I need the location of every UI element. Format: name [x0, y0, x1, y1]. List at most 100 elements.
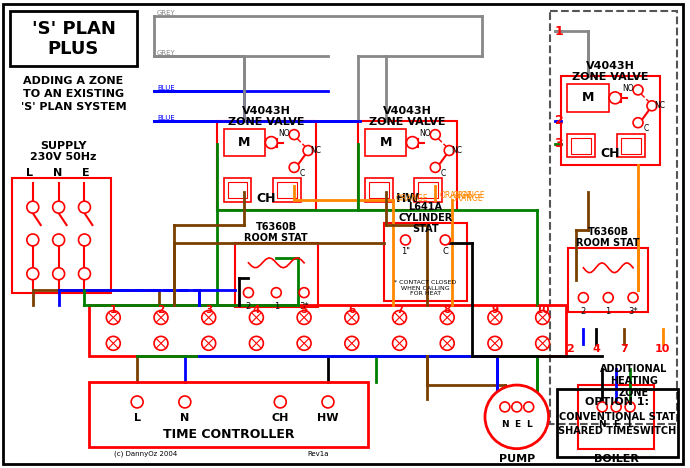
- Text: 1: 1: [274, 302, 279, 311]
- Text: SHARED TIMESWITCH: SHARED TIMESWITCH: [558, 426, 676, 436]
- Text: ROOM STAT: ROOM STAT: [576, 238, 640, 248]
- Bar: [273, 178, 301, 202]
- Text: 10: 10: [535, 305, 550, 314]
- Text: 3: 3: [555, 137, 563, 150]
- Text: V4043H: V4043H: [383, 106, 432, 116]
- Text: ORANGE: ORANGE: [450, 194, 483, 203]
- Text: 8: 8: [444, 305, 451, 314]
- Text: T6360B: T6360B: [588, 227, 629, 237]
- Bar: [567, 84, 609, 112]
- Circle shape: [131, 396, 143, 408]
- Text: ADDING A ZONE: ADDING A ZONE: [23, 76, 124, 86]
- Text: 5: 5: [300, 305, 308, 314]
- Circle shape: [201, 336, 216, 350]
- Circle shape: [535, 311, 549, 324]
- Circle shape: [289, 162, 299, 172]
- Bar: [224, 178, 251, 202]
- Text: PLUS: PLUS: [48, 40, 99, 58]
- Text: ADDITIONAL: ADDITIONAL: [600, 364, 668, 374]
- Text: * CONTACT CLOSED
WHEN CALLING
FOR HEAT: * CONTACT CLOSED WHEN CALLING FOR HEAT: [394, 280, 457, 296]
- Text: L: L: [134, 413, 141, 423]
- Text: 2: 2: [566, 344, 574, 354]
- Circle shape: [322, 396, 334, 408]
- Circle shape: [578, 292, 589, 303]
- Text: 3*: 3*: [299, 302, 309, 311]
- Text: 2: 2: [581, 307, 586, 316]
- Circle shape: [488, 336, 502, 350]
- Circle shape: [250, 311, 264, 324]
- Circle shape: [266, 137, 277, 148]
- Circle shape: [611, 402, 621, 412]
- Text: 9: 9: [491, 305, 498, 314]
- Circle shape: [625, 402, 635, 412]
- Text: 2: 2: [157, 305, 165, 314]
- Circle shape: [275, 396, 286, 408]
- Bar: [368, 183, 388, 198]
- Circle shape: [271, 288, 282, 298]
- Circle shape: [27, 201, 39, 213]
- Circle shape: [27, 268, 39, 280]
- Circle shape: [52, 234, 65, 246]
- Bar: [358, 121, 457, 210]
- Text: 2: 2: [246, 302, 251, 311]
- Circle shape: [52, 268, 65, 280]
- Circle shape: [179, 396, 191, 408]
- Circle shape: [431, 130, 440, 139]
- Circle shape: [106, 336, 120, 350]
- Bar: [617, 134, 645, 157]
- Text: ZONE VALVE: ZONE VALVE: [228, 117, 304, 127]
- Text: C: C: [441, 169, 446, 178]
- Circle shape: [500, 402, 510, 412]
- Text: SUPPLY: SUPPLY: [40, 140, 87, 151]
- Circle shape: [154, 336, 168, 350]
- Text: E: E: [613, 420, 619, 429]
- Circle shape: [27, 234, 39, 246]
- Text: NO: NO: [279, 129, 290, 138]
- Circle shape: [345, 336, 359, 350]
- Text: L: L: [526, 420, 531, 429]
- Circle shape: [154, 311, 168, 324]
- Text: CH: CH: [257, 192, 276, 205]
- Text: NC: NC: [452, 146, 463, 155]
- Circle shape: [406, 137, 418, 148]
- Circle shape: [485, 385, 549, 449]
- Circle shape: [106, 311, 120, 324]
- Text: ORANGE: ORANGE: [440, 191, 472, 200]
- Text: HEATING: HEATING: [610, 376, 658, 386]
- Circle shape: [440, 311, 454, 324]
- Text: N: N: [598, 420, 606, 429]
- Circle shape: [52, 201, 65, 213]
- Text: 1: 1: [110, 305, 117, 314]
- Text: 'S' PLAN SYSTEM: 'S' PLAN SYSTEM: [21, 102, 126, 112]
- Circle shape: [440, 336, 454, 350]
- Text: 4: 4: [253, 305, 260, 314]
- Text: L: L: [627, 420, 633, 429]
- Bar: [384, 223, 467, 300]
- Bar: [549, 11, 677, 424]
- Bar: [569, 248, 648, 312]
- Text: NO: NO: [622, 84, 634, 94]
- Text: 2: 2: [555, 114, 563, 127]
- Text: (c) DannyOz 2004: (c) DannyOz 2004: [115, 450, 177, 457]
- Text: 3*: 3*: [629, 307, 638, 316]
- Circle shape: [444, 146, 454, 155]
- Text: M: M: [582, 91, 595, 104]
- Circle shape: [79, 268, 90, 280]
- Text: 1: 1: [606, 307, 611, 316]
- Circle shape: [393, 336, 406, 350]
- Text: 7: 7: [620, 344, 628, 354]
- Text: N: N: [180, 413, 190, 423]
- Text: E: E: [81, 168, 89, 178]
- Text: C: C: [299, 169, 305, 178]
- Text: NC: NC: [310, 146, 322, 155]
- Text: V4043H: V4043H: [242, 106, 290, 116]
- Circle shape: [431, 162, 440, 172]
- Text: 6: 6: [348, 305, 355, 314]
- Text: Rev1a: Rev1a: [307, 451, 328, 457]
- Circle shape: [297, 336, 311, 350]
- Bar: [224, 129, 266, 156]
- Text: 4: 4: [592, 344, 600, 354]
- Bar: [578, 385, 654, 449]
- Text: CYLINDER: CYLINDER: [398, 213, 453, 223]
- Circle shape: [79, 234, 90, 246]
